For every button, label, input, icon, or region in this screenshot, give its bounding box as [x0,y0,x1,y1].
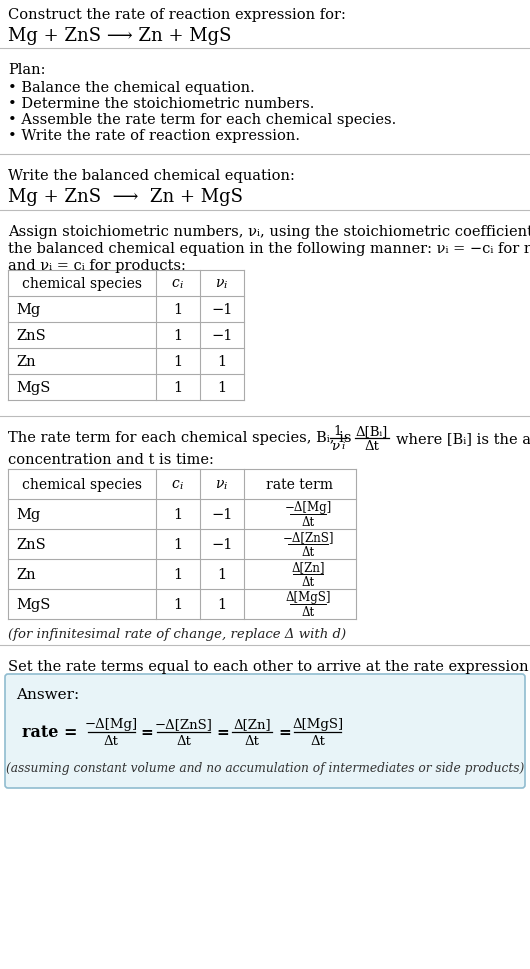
Text: i: i [179,482,183,491]
Text: 1: 1 [173,381,182,394]
Text: 1: 1 [334,424,342,438]
Text: rate =: rate = [22,724,83,740]
Text: Mg + ZnS  ⟶  Zn + MgS: Mg + ZnS ⟶ Zn + MgS [8,188,243,205]
Text: c: c [171,477,179,490]
Text: i: i [179,281,183,290]
Text: Δt: Δt [104,735,119,747]
Text: (assuming constant volume and no accumulation of intermediates or side products): (assuming constant volume and no accumul… [6,762,524,774]
Text: Δt: Δt [302,606,315,618]
Text: Plan:: Plan: [8,63,46,77]
Text: 1: 1 [217,355,226,368]
Text: Mg: Mg [16,302,40,317]
Text: Write the balanced chemical equation:: Write the balanced chemical equation: [8,169,295,183]
Text: −1: −1 [211,508,233,521]
Text: Δ[Zn]: Δ[Zn] [292,560,325,574]
Text: 1: 1 [173,328,182,343]
Text: chemical species: chemical species [22,277,142,291]
Text: and νᵢ = cᵢ for products:: and νᵢ = cᵢ for products: [8,259,186,272]
Text: MgS: MgS [16,597,50,611]
Text: =: = [278,725,291,739]
Text: ν: ν [215,276,223,290]
Text: =: = [141,725,154,739]
Text: Δt: Δt [311,735,325,747]
Text: Δ[Bᵢ]: Δ[Bᵢ] [356,424,388,438]
Text: −Δ[ZnS]: −Δ[ZnS] [282,530,334,544]
Text: rate term: rate term [267,478,333,491]
Text: • Assemble the rate term for each chemical species.: • Assemble the rate term for each chemic… [8,112,396,127]
Text: Δt: Δt [365,440,379,453]
Text: ZnS: ZnS [16,328,46,343]
Text: 1: 1 [173,355,182,368]
Text: Assign stoichiometric numbers, νᵢ, using the stoichiometric coefficients, cᵢ, fr: Assign stoichiometric numbers, νᵢ, using… [8,225,530,238]
Text: Δt: Δt [245,735,260,747]
Text: Zn: Zn [16,355,36,368]
Text: −1: −1 [211,302,233,317]
Text: Construct the rate of reaction expression for:: Construct the rate of reaction expressio… [8,8,346,22]
Text: i: i [223,281,227,290]
Text: Δ[Zn]: Δ[Zn] [234,717,271,731]
Text: The rate term for each chemical species, Bᵢ, is: The rate term for each chemical species,… [8,430,351,445]
Text: −Δ[Mg]: −Δ[Mg] [285,500,332,514]
Text: 1: 1 [173,508,182,521]
Bar [8,470,356,619]
Text: i: i [341,442,344,451]
Text: 1: 1 [217,597,226,611]
Text: • Write the rate of reaction expression.: • Write the rate of reaction expression. [8,129,300,142]
Text: ν: ν [331,440,339,453]
Text: 1: 1 [217,568,226,581]
FancyBboxPatch shape [5,674,525,788]
Text: • Determine the stoichiometric numbers.: • Determine the stoichiometric numbers. [8,97,314,110]
Text: 1: 1 [173,302,182,317]
Text: Δ[MgS]: Δ[MgS] [292,717,343,731]
Text: i: i [223,482,227,491]
Text: Zn: Zn [16,568,36,581]
Text: the balanced chemical equation in the following manner: νᵢ = −cᵢ for reactants: the balanced chemical equation in the fo… [8,241,530,256]
Text: concentration and t is time:: concentration and t is time: [8,453,214,466]
Text: 1: 1 [173,538,182,551]
Text: Δt: Δt [302,546,315,558]
Text: 1: 1 [217,381,226,394]
Text: 1: 1 [173,597,182,611]
Text: Δt: Δt [302,516,315,528]
Text: Δ[MgS]: Δ[MgS] [285,590,331,604]
Text: 1: 1 [173,568,182,581]
Text: c: c [171,276,179,290]
Text: −Δ[Mg]: −Δ[Mg] [85,717,138,731]
Text: Mg + ZnS ⟶ Zn + MgS: Mg + ZnS ⟶ Zn + MgS [8,27,232,45]
Text: • Balance the chemical equation.: • Balance the chemical equation. [8,81,255,95]
Text: ν: ν [215,477,223,490]
Text: −1: −1 [211,538,233,551]
Text: where [Bᵢ] is the amount: where [Bᵢ] is the amount [396,431,530,446]
Text: −Δ[ZnS]: −Δ[ZnS] [155,717,213,731]
Text: ZnS: ZnS [16,538,46,551]
Text: Mg: Mg [16,508,40,521]
Text: Δt: Δt [302,576,315,588]
Text: =: = [216,725,229,739]
Text: chemical species: chemical species [22,478,142,491]
Text: Δt: Δt [176,735,191,747]
Text: Answer:: Answer: [16,687,80,702]
Bar [8,270,244,400]
Text: −1: −1 [211,328,233,343]
Text: Set the rate terms equal to each other to arrive at the rate expression:: Set the rate terms equal to each other t… [8,659,530,673]
Text: MgS: MgS [16,381,50,394]
Text: (for infinitesimal rate of change, replace Δ with d): (for infinitesimal rate of change, repla… [8,627,346,641]
